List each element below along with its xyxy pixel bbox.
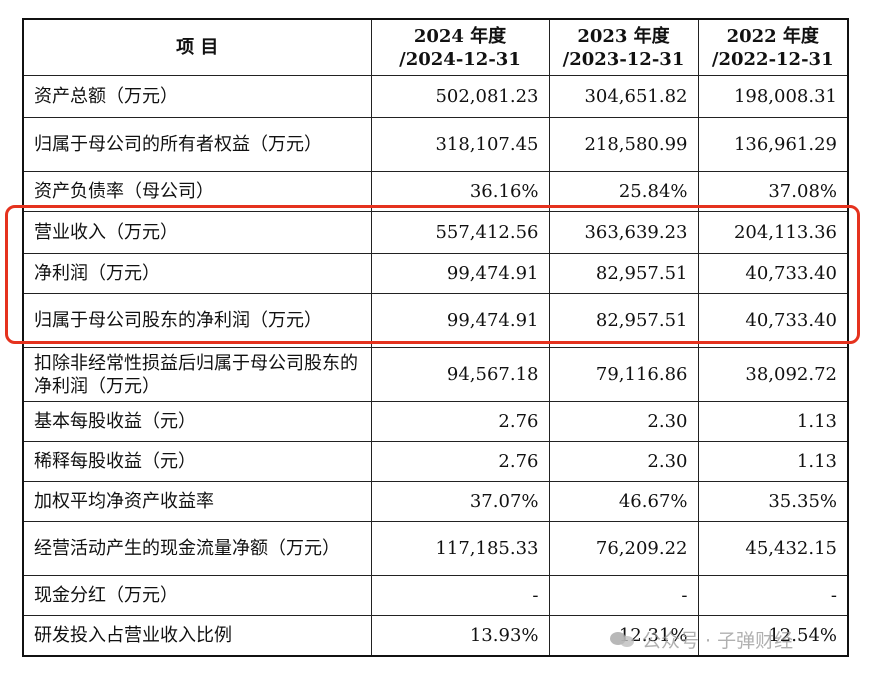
row-value-2023: 2.30 <box>548 401 699 442</box>
row-value-2024: 2.76 <box>370 441 550 482</box>
row-value-2022: 204,113.36 <box>697 211 849 254</box>
row-value-2024: 94,567.18 <box>370 347 550 402</box>
row-value-2023: 218,580.99 <box>548 117 699 172</box>
row-value-2023: 46.67% <box>548 481 699 522</box>
bottom-edge-fragment <box>0 672 872 676</box>
row-value-2023: 82,957.51 <box>548 293 699 348</box>
row-value-2023: 363,639.23 <box>548 211 699 254</box>
header-2024-date: /2024-12-31 <box>399 48 521 70</box>
row-value-2022: - <box>697 575 849 616</box>
row-item-label: 营业收入（万元） <box>22 211 372 254</box>
header-2024: 2024 年度 /2024-12-31 <box>370 18 550 76</box>
row-value-2023: 79,116.86 <box>548 347 699 402</box>
row-item-label: 资产总额（万元） <box>22 75 372 118</box>
row-item-label: 扣除非经常性损益后归属于母公司股东的净利润（万元） <box>22 347 372 402</box>
row-item-label: 净利润（万元） <box>22 253 372 294</box>
table-row: 研发投入占营业收入比例 13.93% 12.31% 12.54% <box>22 615 849 657</box>
table-row: 现金分红（万元） - - - <box>22 575 849 616</box>
row-value-2022: 45,432.15 <box>697 521 849 576</box>
row-value-2023: 304,651.82 <box>548 75 699 118</box>
row-value-2022: 12.54% <box>697 615 849 657</box>
row-value-2023: 76,209.22 <box>548 521 699 576</box>
row-item-label: 资产负债率（母公司） <box>22 171 372 212</box>
row-value-2022: 35.35% <box>697 481 849 522</box>
table-row: 归属于母公司的所有者权益（万元） 318,107.45 218,580.99 1… <box>22 117 849 172</box>
table-row: 资产总额（万元） 502,081.23 304,651.82 198,008.3… <box>22 75 849 118</box>
wechat-icon <box>610 630 636 648</box>
header-item: 项 目 <box>22 18 372 76</box>
financial-table-container: 项 目 2024 年度 /2024-12-31 2023 年度 /2023-12… <box>22 18 849 657</box>
row-value-2022: 37.08% <box>697 171 849 212</box>
row-value-2024: 2.76 <box>370 401 550 442</box>
header-2024-year: 2024 年度 <box>413 25 507 47</box>
header-2022: 2022 年度 /2022-12-31 <box>697 18 849 76</box>
row-value-2024: 13.93% <box>370 615 550 657</box>
row-value-2024: - <box>370 575 550 616</box>
table-row: 基本每股收益（元） 2.76 2.30 1.13 <box>22 401 849 442</box>
row-value-2022: 198,008.31 <box>697 75 849 118</box>
table-header-row: 项 目 2024 年度 /2024-12-31 2023 年度 /2023-12… <box>22 18 849 76</box>
row-value-2024: 99,474.91 <box>370 253 550 294</box>
table-row: 营业收入（万元） 557,412.56 363,639.23 204,113.3… <box>22 211 849 254</box>
table-row: 加权平均净资产收益率 37.07% 46.67% 35.35% <box>22 481 849 522</box>
header-2023: 2023 年度 /2023-12-31 <box>548 18 699 76</box>
row-item-label: 研发投入占营业收入比例 <box>22 615 372 657</box>
row-value-2022: 136,961.29 <box>697 117 849 172</box>
table-row: 净利润（万元） 99,474.91 82,957.51 40,733.40 <box>22 253 849 294</box>
header-2022-year: 2022 年度 <box>726 25 819 47</box>
row-value-2023: - <box>548 575 699 616</box>
row-item-label: 归属于母公司的所有者权益（万元） <box>22 117 372 172</box>
row-value-2022: 1.13 <box>697 401 849 442</box>
row-value-2022: 40,733.40 <box>697 293 849 348</box>
table-row: 归属于母公司股东的净利润（万元） 99,474.91 82,957.51 40,… <box>22 293 849 348</box>
row-item-label: 基本每股收益（元） <box>22 401 372 442</box>
row-item-label: 加权平均净资产收益率 <box>22 481 372 522</box>
row-value-2024: 37.07% <box>370 481 550 522</box>
row-value-2024: 36.16% <box>370 171 550 212</box>
row-item-label: 稀释每股收益（元） <box>22 441 372 482</box>
row-value-2024: 117,185.33 <box>370 521 550 576</box>
table-row: 资产负债率（母公司） 36.16% 25.84% 37.08% <box>22 171 849 212</box>
row-value-2022: 40,733.40 <box>697 253 849 294</box>
header-2023-year: 2023 年度 <box>577 25 670 47</box>
row-value-2022: 38,092.72 <box>697 347 849 402</box>
header-2022-date: /2022-12-31 <box>711 48 834 70</box>
watermark-text: 公众号 · 子弹财经 <box>642 629 794 652</box>
row-value-2022: 1.13 <box>697 441 849 482</box>
watermark: 公众号 · 子弹财经 <box>610 624 793 654</box>
table-row: 扣除非经常性损益后归属于母公司股东的净利润（万元） 94,567.18 79,1… <box>22 347 849 402</box>
row-item-label: 现金分红（万元） <box>22 575 372 616</box>
row-item-label: 经营活动产生的现金流量净额（万元） <box>22 521 372 576</box>
table-row: 经营活动产生的现金流量净额（万元） 117,185.33 76,209.22 4… <box>22 521 849 576</box>
row-item-label: 归属于母公司股东的净利润（万元） <box>22 293 372 348</box>
financial-indicators-table: 项 目 2024 年度 /2024-12-31 2023 年度 /2023-12… <box>22 18 849 657</box>
table-row: 稀释每股收益（元） 2.76 2.30 1.13 <box>22 441 849 482</box>
row-value-2024: 99,474.91 <box>370 293 550 348</box>
row-value-2023: 2.30 <box>548 441 699 482</box>
row-value-2023: 82,957.51 <box>548 253 699 294</box>
row-value-2023: 25.84% <box>548 171 699 212</box>
row-value-2024: 318,107.45 <box>370 117 550 172</box>
row-value-2024: 502,081.23 <box>370 75 550 118</box>
row-value-2024: 557,412.56 <box>370 211 550 254</box>
header-2023-date: /2023-12-31 <box>562 48 685 70</box>
